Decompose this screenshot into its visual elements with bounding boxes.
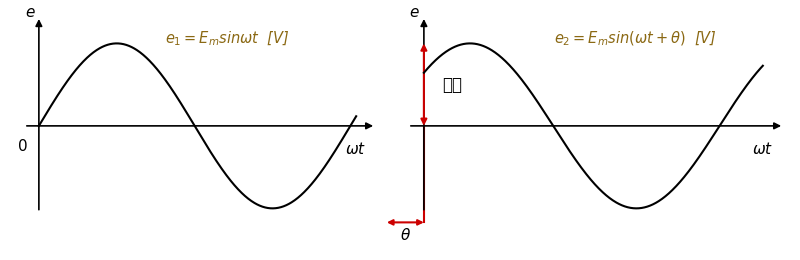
Text: 進み: 進み (442, 76, 462, 94)
Text: $\theta$: $\theta$ (400, 226, 411, 243)
Text: $0$: $0$ (18, 138, 28, 154)
Text: $\omega t$: $\omega t$ (752, 141, 773, 157)
Text: $e$: $e$ (25, 5, 35, 20)
Text: $e_1 = E_m sin\omega t$  [V]: $e_1 = E_m sin\omega t$ [V] (165, 30, 290, 48)
Text: $e_2 = E_m sin(\omega t + \theta)$  [V]: $e_2 = E_m sin(\omega t + \theta)$ [V] (554, 30, 717, 48)
Text: $\omega t$: $\omega t$ (345, 141, 366, 157)
Text: $e$: $e$ (409, 5, 420, 20)
